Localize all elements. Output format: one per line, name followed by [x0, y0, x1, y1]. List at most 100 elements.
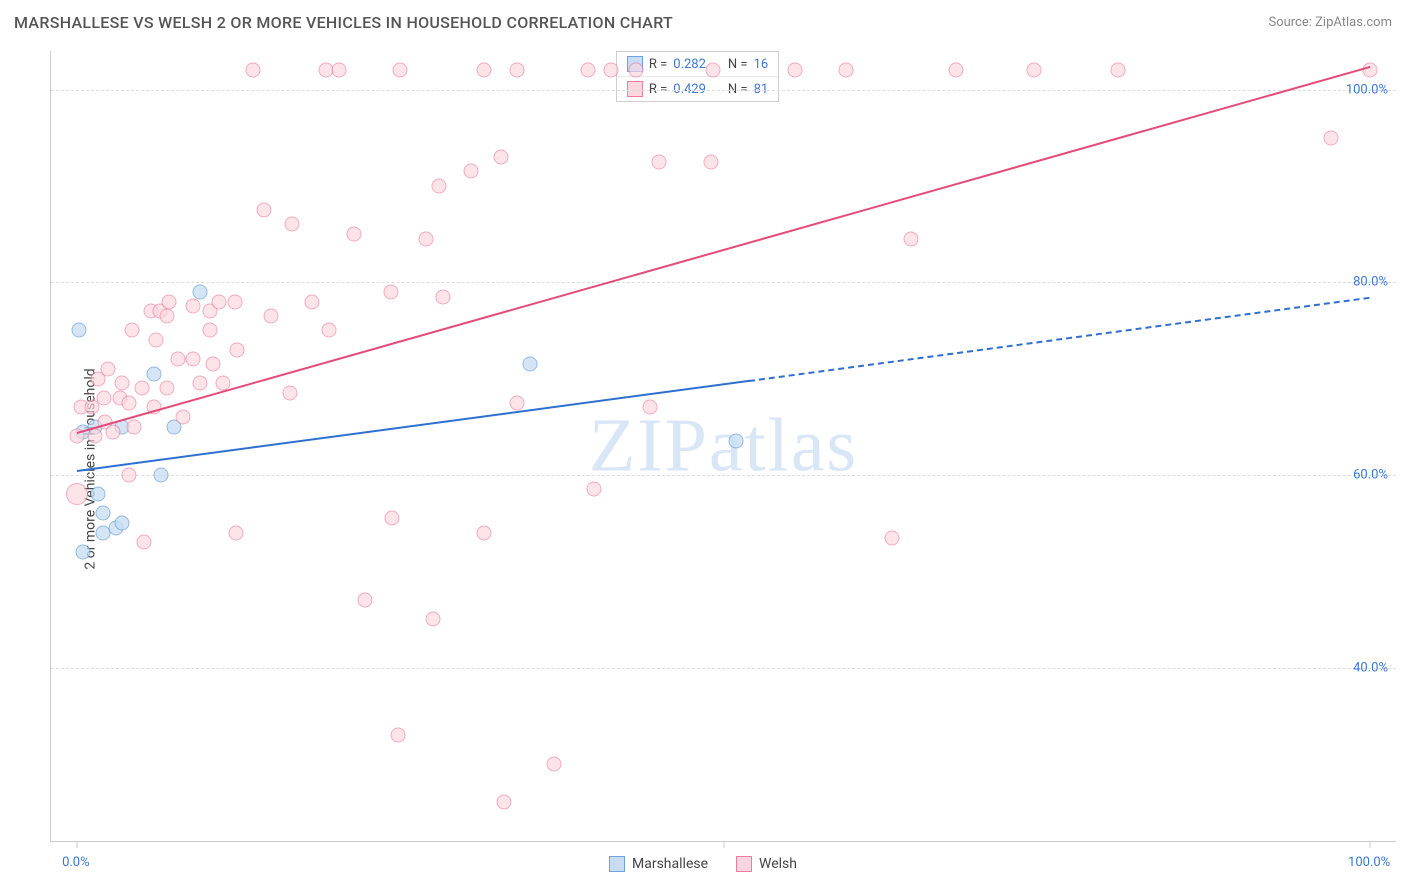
legend-item: Welsh: [736, 856, 797, 872]
data-point: [203, 304, 218, 319]
data-point: [95, 506, 110, 521]
data-point: [477, 63, 492, 78]
data-point: [186, 352, 201, 367]
series-legend: Marshallese Welsh: [609, 856, 797, 872]
chart-container: 2 or more Vehicles in Household ZIPatlas…: [0, 45, 1406, 892]
x-tick-label: 0.0%: [62, 855, 90, 870]
data-point: [90, 371, 105, 386]
x-tick-mark: [723, 841, 724, 848]
data-point: [393, 63, 408, 78]
gridline: [51, 282, 1396, 283]
data-point: [263, 308, 278, 323]
legend-swatch: [736, 856, 752, 872]
data-point: [419, 231, 434, 246]
source-attribution: Source: ZipAtlas.com: [1268, 15, 1392, 30]
data-point: [160, 381, 175, 396]
data-point: [435, 289, 450, 304]
data-point: [216, 376, 231, 391]
data-point: [703, 154, 718, 169]
data-point: [115, 516, 130, 531]
r-value: 0.282: [673, 57, 706, 72]
data-point: [95, 525, 110, 540]
data-point: [651, 154, 666, 169]
y-tick-label: 60.0%: [1353, 467, 1388, 482]
x-tick-mark: [1370, 841, 1371, 848]
data-point: [192, 284, 207, 299]
data-point: [642, 400, 657, 415]
data-point: [547, 756, 562, 771]
data-point: [115, 376, 130, 391]
data-point: [729, 434, 744, 449]
x-tick-mark: [76, 841, 77, 848]
n-value: 16: [754, 57, 769, 72]
gridline: [51, 90, 1396, 91]
data-point: [160, 308, 175, 323]
data-point: [106, 424, 121, 439]
regression-line: [749, 297, 1370, 382]
data-point: [257, 202, 272, 217]
data-point: [161, 294, 176, 309]
data-point: [147, 366, 162, 381]
r-label: R =: [649, 57, 667, 72]
data-point: [904, 231, 919, 246]
regression-line: [77, 65, 1371, 433]
data-point: [464, 164, 479, 179]
data-point: [425, 612, 440, 627]
data-point: [385, 511, 400, 526]
n-label: N =: [728, 57, 748, 72]
data-point: [76, 544, 91, 559]
data-point: [319, 63, 334, 78]
data-point: [69, 429, 84, 444]
data-point: [509, 63, 524, 78]
data-point: [192, 376, 207, 391]
data-point: [175, 410, 190, 425]
data-point: [85, 400, 100, 415]
data-point: [87, 429, 102, 444]
data-point: [522, 357, 537, 372]
data-point: [1363, 63, 1378, 78]
data-point: [73, 400, 88, 415]
data-point: [108, 520, 123, 535]
data-point: [227, 294, 242, 309]
data-point: [228, 525, 243, 540]
data-point: [884, 530, 899, 545]
correlation-legend: R = 0.282N = 16R = 0.429N = 81: [616, 51, 779, 102]
regression-line: [77, 380, 750, 472]
data-point: [72, 323, 87, 338]
source-name: ZipAtlas.com: [1315, 15, 1392, 30]
data-point: [148, 333, 163, 348]
data-point: [580, 63, 595, 78]
watermark: ZIPatlas: [589, 403, 858, 490]
data-point: [284, 217, 299, 232]
data-point: [90, 487, 105, 502]
gridline: [51, 668, 1396, 669]
data-point: [186, 299, 201, 314]
data-point: [390, 728, 405, 743]
data-point: [98, 414, 113, 429]
data-point: [115, 419, 130, 434]
data-point: [384, 284, 399, 299]
legend-item: Marshallese: [609, 856, 708, 872]
data-point: [170, 352, 185, 367]
legend-swatch: [609, 856, 625, 872]
data-point: [100, 361, 115, 376]
data-point: [125, 323, 140, 338]
data-point: [1110, 63, 1125, 78]
y-tick-label: 100.0%: [1346, 82, 1388, 97]
data-point: [112, 390, 127, 405]
data-point: [477, 525, 492, 540]
data-point: [431, 178, 446, 193]
legend-swatch: [627, 56, 643, 72]
data-point: [509, 395, 524, 410]
data-point: [205, 357, 220, 372]
data-point: [76, 424, 91, 439]
data-point: [587, 482, 602, 497]
data-point: [97, 390, 112, 405]
data-point: [305, 294, 320, 309]
data-point: [152, 304, 167, 319]
data-point: [245, 63, 260, 78]
data-point: [87, 419, 102, 434]
data-point: [322, 323, 337, 338]
data-point: [494, 149, 509, 164]
x-tick-label: 100.0%: [1348, 855, 1390, 870]
